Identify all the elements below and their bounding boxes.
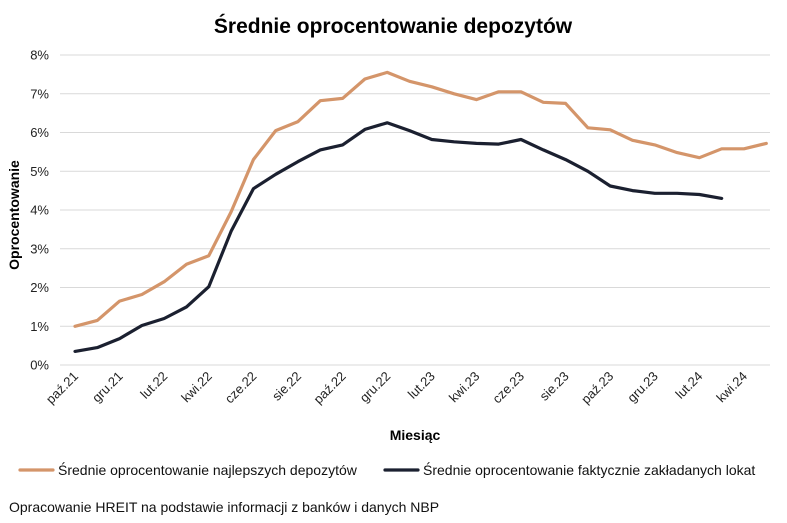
source-note: Opracowanie HREIT na podstawie informacj… — [9, 499, 439, 515]
x-axis-ticks: paź.21 gru.21 lut.22 kwi.22 cze.22 sie.22 paź.… — [43, 369, 750, 407]
legend-label-2: Średnie oprocentowanie faktycznie zakład… — [423, 461, 755, 478]
x-axis-label: Miesiąc — [390, 427, 441, 443]
series-lines — [73, 70, 768, 353]
x-tick-label: lut.24 — [672, 369, 705, 402]
x-tick-label: sie.23 — [537, 369, 572, 404]
x-tick-label: paź.22 — [311, 369, 349, 407]
chart-title: Średnie oprocentowanie depozytów — [214, 14, 573, 38]
x-tick-label: cze.22 — [222, 369, 260, 407]
y-tick-label: 6% — [30, 125, 49, 140]
y-tick-label: 3% — [30, 241, 49, 256]
x-tick-label: gru.21 — [89, 369, 126, 406]
x-tick-label: kwi.23 — [446, 369, 483, 406]
x-tick-label: lut.22 — [137, 369, 170, 402]
y-tick-label: 2% — [30, 280, 49, 295]
y-axis-label: Oprocentowanie — [6, 160, 22, 270]
legend: Średnie oprocentowanie najlepszych depoz… — [18, 461, 755, 478]
y-axis-ticks: 0% 1% 2% 3% 4% 5% 6% 7% 8% — [30, 48, 49, 373]
gridlines — [60, 54, 770, 327]
x-tick-label: sie.22 — [269, 369, 304, 404]
y-tick-label: 1% — [30, 319, 49, 334]
x-tick-label: gru.22 — [357, 369, 394, 406]
series-line-2 — [73, 121, 724, 353]
y-tick-label: 7% — [30, 86, 49, 101]
y-tick-label: 4% — [30, 203, 49, 218]
y-tick-label: 8% — [30, 48, 49, 63]
y-tick-label: 5% — [30, 164, 49, 179]
x-tick-label: paź.21 — [43, 369, 81, 407]
y-tick-label: 0% — [30, 358, 49, 373]
x-tick-label: lut.23 — [405, 369, 438, 402]
x-tick-label: gru.23 — [624, 369, 661, 406]
x-tick-label: cze.23 — [489, 369, 527, 407]
x-tick-label: paź.23 — [578, 369, 616, 407]
x-tick-label: kwi.24 — [713, 369, 750, 406]
legend-label-1: Średnie oprocentowanie najlepszych depoz… — [58, 461, 358, 478]
series-line-1 — [73, 70, 768, 328]
x-tick-label: kwi.22 — [178, 369, 215, 406]
